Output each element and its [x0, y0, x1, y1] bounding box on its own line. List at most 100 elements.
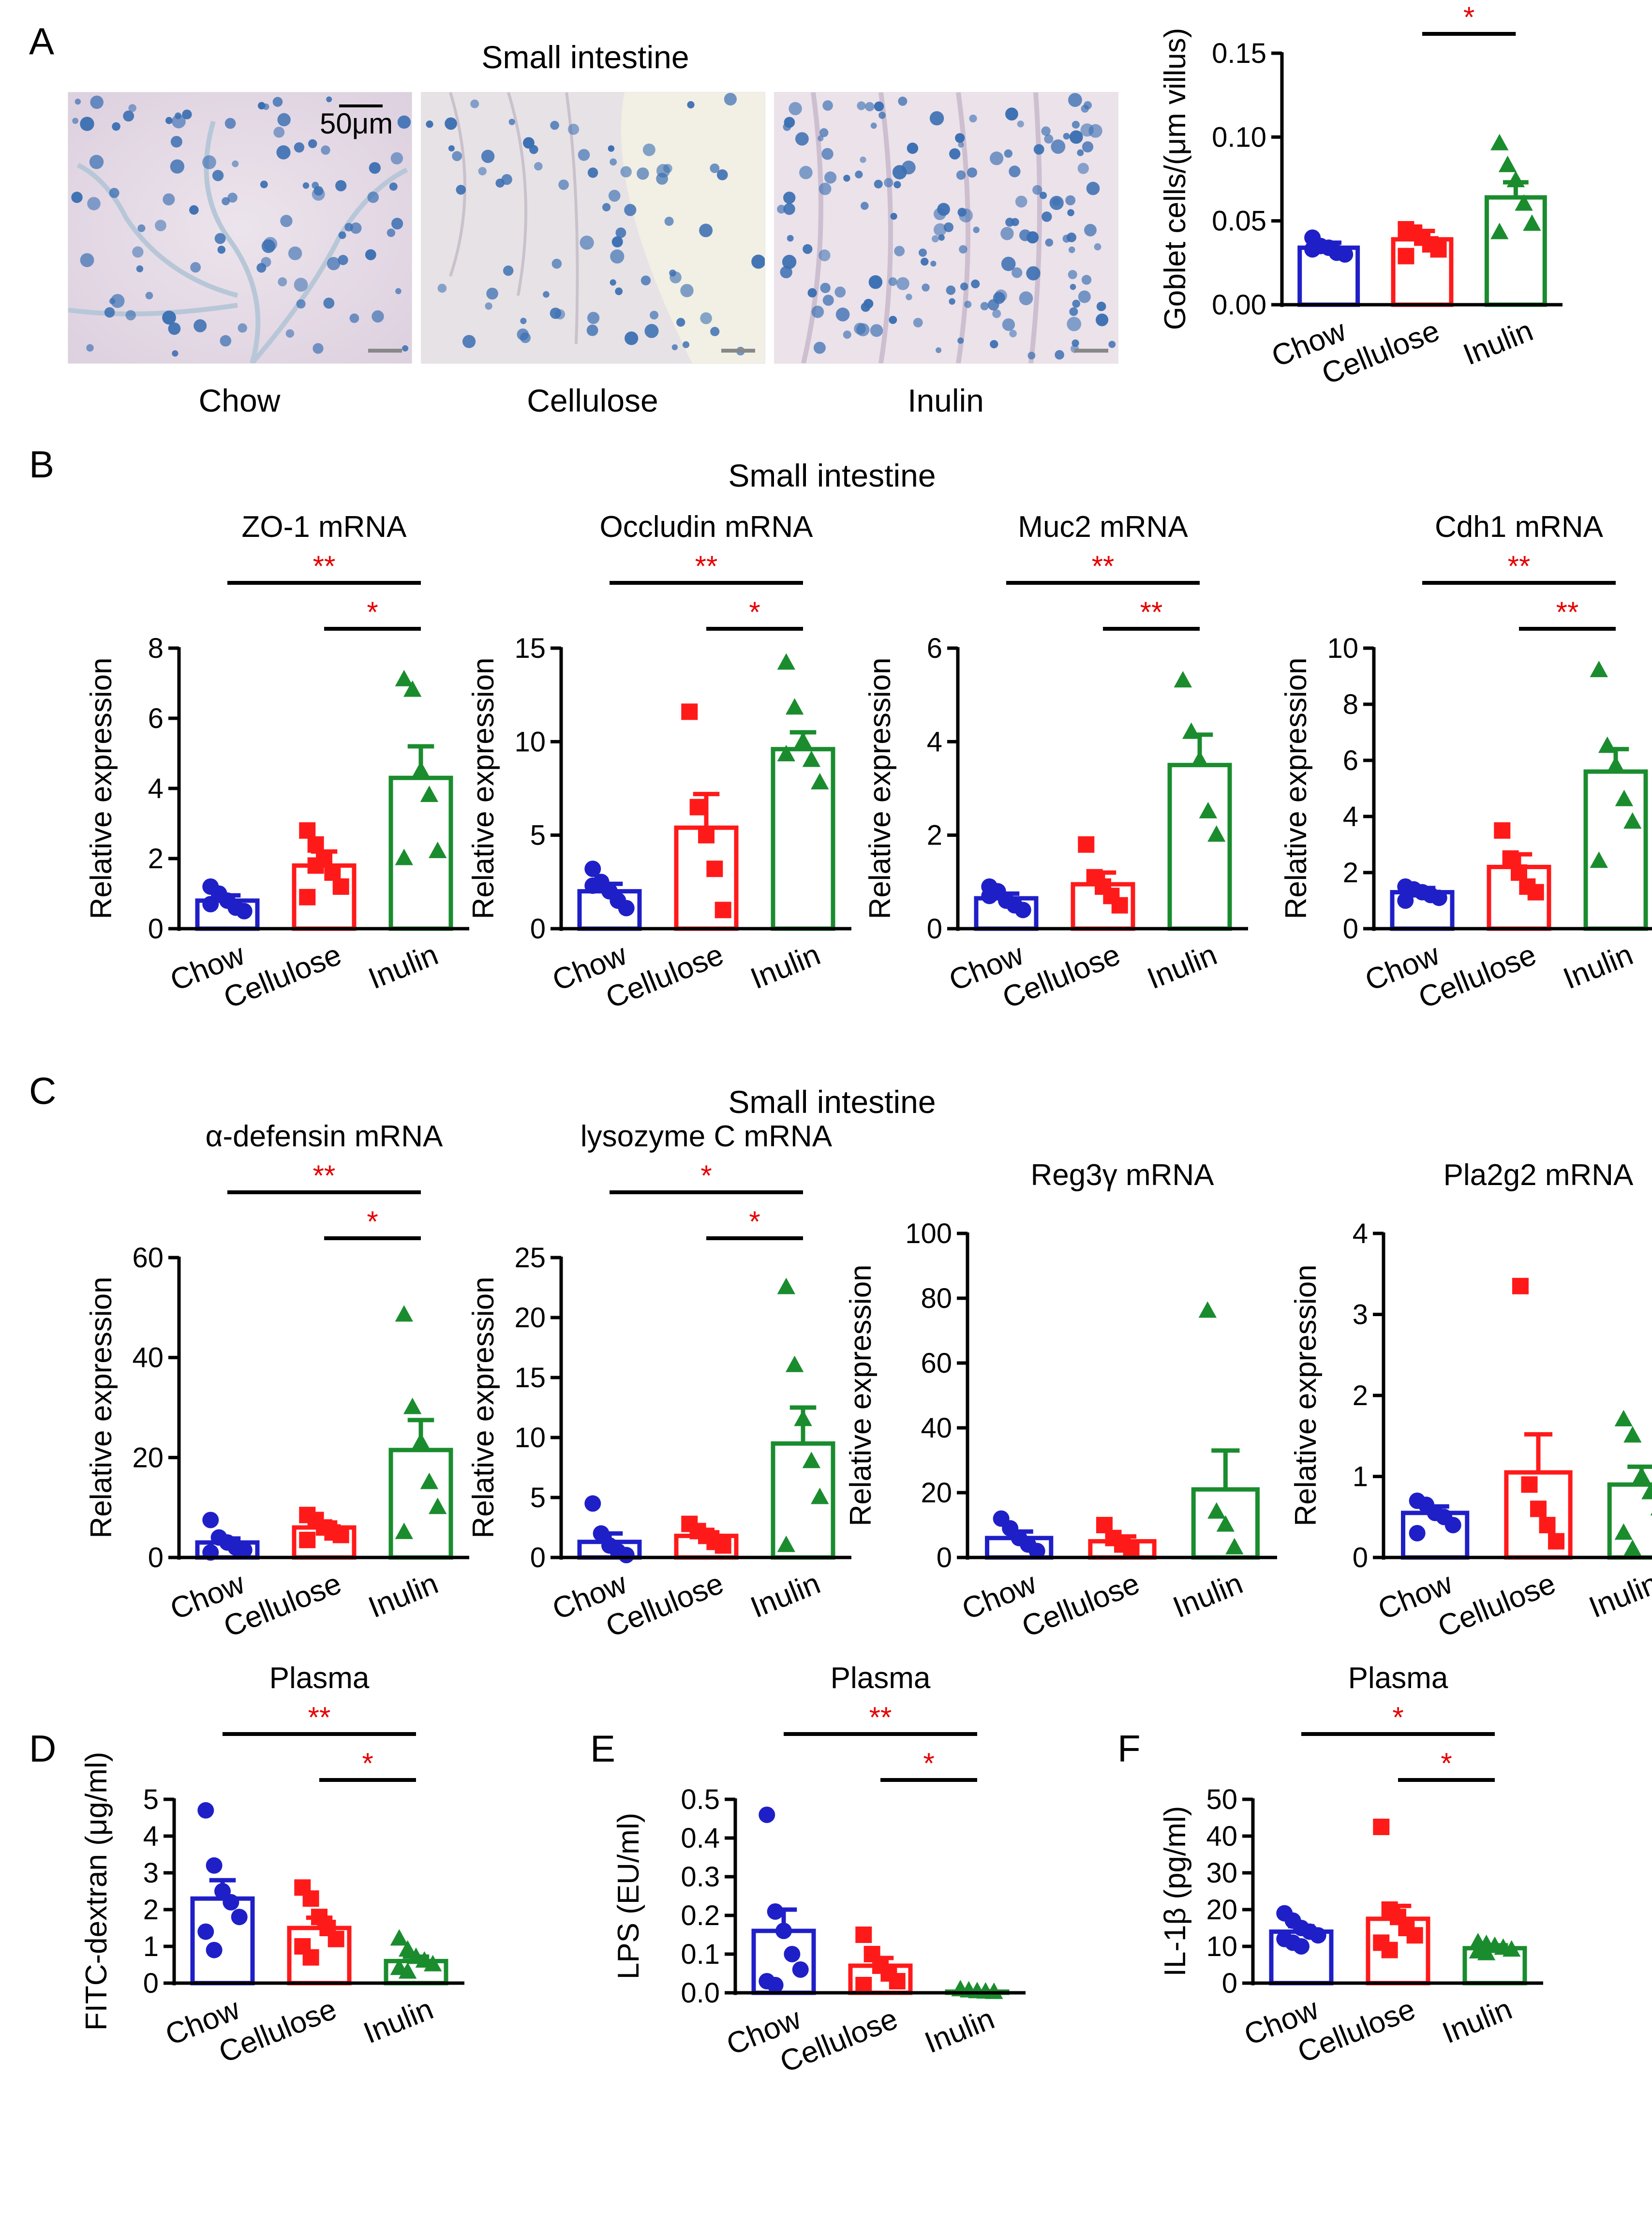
goblet-cell-dot — [232, 160, 239, 167]
goblet-cell-dot — [834, 286, 846, 298]
goblet-cell-dot — [86, 344, 94, 352]
panel-letter-b: B — [29, 443, 55, 486]
y-axis-label: IL-1β (pg/ml) — [1159, 1806, 1192, 1977]
data-point — [395, 1522, 413, 1539]
chart-pla2g2-mrna: Pla2g2 mRNA 0 1 2 3 4 Relative expression Chow C… — [1238, 1151, 1652, 1674]
goblet-cell-dot — [273, 127, 285, 138]
goblet-cell-dot — [964, 300, 972, 308]
goblet-cell-dot — [391, 218, 403, 230]
y-tick-label: 1 — [143, 1931, 159, 1962]
data-point — [759, 1807, 775, 1823]
goblet-cell-dot — [182, 109, 192, 119]
goblet-cell-dot — [716, 169, 728, 180]
goblet-cell-dot — [145, 292, 153, 299]
y-tick-label: 0.00 — [1212, 289, 1266, 321]
data-point — [299, 1531, 316, 1548]
goblet-cell-dot — [214, 233, 226, 244]
y-tick-label: 0 — [1353, 1542, 1368, 1573]
y-tick-label: 80 — [921, 1283, 952, 1314]
data-point — [412, 1432, 430, 1449]
goblet-cell-dot — [608, 145, 615, 152]
data-point — [714, 902, 731, 919]
y-tick-label: 0 — [148, 913, 164, 945]
y-tick-label: 2 — [1343, 857, 1358, 889]
goblet-cell-dot — [137, 224, 146, 232]
goblet-cell-dot — [1062, 235, 1071, 243]
data-point — [1381, 1942, 1398, 1958]
data-point — [403, 680, 422, 697]
goblet-cell-dot — [445, 117, 457, 130]
goblet-cell-dot — [162, 311, 176, 325]
y-tick-label: 2 — [143, 1894, 159, 1926]
goblet-cell-dot — [580, 236, 594, 250]
goblet-cell-dot — [395, 288, 402, 295]
goblet-cell-dot — [821, 148, 833, 160]
data-point — [420, 786, 439, 802]
goblet-cell-dot — [640, 275, 651, 285]
goblet-cell-dot — [610, 279, 616, 286]
data-point — [1490, 222, 1509, 239]
goblet-cell-dot — [1005, 107, 1018, 121]
y-tick-label: 40 — [921, 1412, 952, 1444]
goblet-cell-dot — [799, 165, 813, 179]
goblet-cell-dot — [277, 113, 291, 127]
goblet-cell-dot — [1088, 124, 1102, 138]
goblet-cell-dot — [369, 162, 381, 174]
goblet-cell-dot — [973, 226, 980, 233]
y-tick-label: 4 — [1353, 1218, 1368, 1249]
goblet-cell-dot — [946, 285, 956, 295]
significance-label: * — [700, 1159, 712, 1192]
y-tick-label: 0 — [927, 913, 942, 945]
data-point — [1207, 825, 1226, 842]
data-point — [794, 731, 812, 748]
y-tick-label: 2 — [1353, 1380, 1368, 1411]
goblet-cell-dot — [860, 156, 866, 163]
goblet-cell-dot — [1063, 133, 1070, 140]
goblet-cell-dot — [894, 246, 905, 256]
histology-image-pas-alcian-blue-icon — [421, 92, 765, 363]
significance-label: ** — [313, 550, 336, 582]
data-point — [584, 877, 601, 894]
goblet-cell-dot — [1052, 198, 1060, 206]
goblet-cell-dot — [170, 159, 185, 174]
goblet-cell-dot — [602, 203, 611, 211]
data-point — [1337, 246, 1354, 263]
y-tick-label: 6 — [927, 633, 942, 664]
bar-inulin — [1583, 769, 1648, 931]
data-point — [889, 1973, 906, 1989]
goblet-cell-dot — [89, 155, 104, 169]
goblet-cell-dot — [1019, 291, 1033, 305]
goblet-cell-dot — [1065, 195, 1076, 206]
data-point — [424, 1955, 442, 1972]
y-tick-label: 1 — [1353, 1461, 1368, 1493]
goblet-cell-dot — [1082, 141, 1094, 153]
y-tick-label: 0.4 — [681, 1823, 720, 1854]
data-point — [1590, 661, 1608, 677]
data-point — [327, 1930, 344, 1947]
panel-letter-e: E — [590, 1727, 616, 1770]
chart-title: ZO-1 mRNA — [242, 510, 407, 544]
goblet-cell-dot — [1026, 266, 1041, 281]
goblet-cell-dot — [906, 294, 912, 300]
goblet-cell-dot — [172, 114, 186, 129]
data-point — [855, 1977, 872, 1993]
goblet-cell-dot — [278, 277, 287, 287]
x-tick-label-cellulose: Cellulose — [1017, 1567, 1144, 1644]
significance-label: * — [749, 1205, 760, 1238]
goblet-cell-dot — [1067, 317, 1082, 331]
goblet-cell-dot — [172, 350, 179, 357]
significance-label: * — [1441, 1747, 1452, 1779]
goblet-cell-dot — [980, 302, 989, 311]
goblet-cell-dot — [503, 265, 514, 276]
goblet-cell-dot — [74, 98, 81, 105]
goblet-cell-dot — [87, 197, 101, 210]
goblet-cell-dot — [1108, 341, 1116, 348]
goblet-cell-dot — [957, 208, 967, 217]
data-point — [767, 1903, 784, 1920]
goblet-cell-dot — [1009, 329, 1017, 338]
goblet-cell-dot — [795, 132, 809, 146]
y-axis-label: LPS (EU/ml) — [612, 1813, 645, 1979]
data-point — [1397, 892, 1414, 909]
